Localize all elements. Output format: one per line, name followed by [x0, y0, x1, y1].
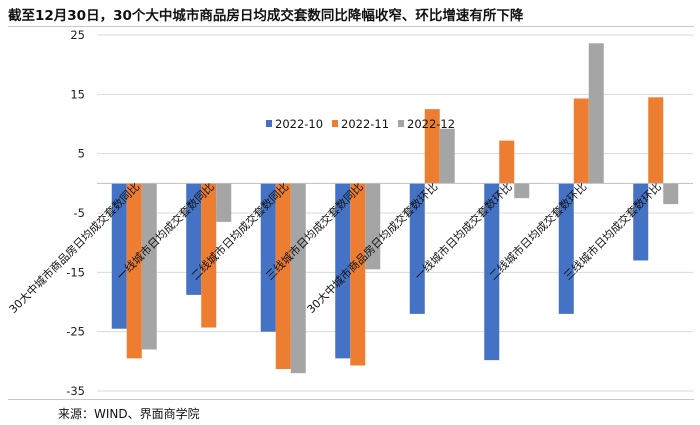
- legend-label: 2022-10: [275, 117, 323, 131]
- source-note: 来源：WIND、界面商学院: [58, 407, 200, 421]
- bar-2022-10-7: [633, 183, 649, 261]
- legend-swatch: [398, 120, 404, 127]
- bar-2022-12-6: [588, 43, 604, 184]
- bar-2022-11-3: [350, 183, 366, 366]
- title-divider: [8, 26, 694, 27]
- bar-2022-10-1: [186, 183, 202, 295]
- y-tick-label: -5: [74, 206, 85, 220]
- y-tick-label: 15: [70, 87, 85, 101]
- legend-label: 2022-11: [341, 117, 389, 131]
- legend-swatch: [266, 120, 272, 127]
- y-tick-label: 25: [70, 28, 85, 42]
- bar-2022-11-6: [573, 98, 589, 184]
- y-tick-label: -35: [66, 384, 85, 398]
- source-divider: [8, 399, 694, 400]
- bar-2022-12-2: [290, 183, 306, 374]
- bar-2022-11-5: [499, 140, 515, 184]
- bar-2022-11-2: [275, 183, 291, 370]
- bar-2022-10-0: [111, 183, 127, 329]
- bar-2022-11-4: [424, 109, 440, 184]
- bar-2022-12-1: [216, 183, 232, 222]
- y-tick-label: -15: [66, 265, 85, 279]
- bar-2022-12-0: [141, 183, 157, 350]
- bar-2022-12-5: [514, 183, 530, 199]
- bar-2022-11-7: [648, 97, 664, 184]
- legend-label: 2022-12: [407, 117, 455, 131]
- bar-2022-12-4: [439, 128, 455, 184]
- chart-title: 截至12月30日，30个大中城市商品房日均成交套数同比降幅收窄、环比增速有所下降: [8, 8, 524, 24]
- bar-2022-10-3: [335, 183, 351, 359]
- bar-2022-10-6: [558, 183, 574, 314]
- bar-2022-12-3: [365, 183, 381, 270]
- bar-2022-12-7: [663, 183, 679, 205]
- bar-2022-11-0: [126, 183, 142, 359]
- y-tick-label: 5: [78, 147, 85, 161]
- bar-2022-10-2: [260, 183, 276, 332]
- y-tick-label: -25: [66, 325, 85, 339]
- bar-2022-10-5: [484, 183, 500, 361]
- bar-2022-11-1: [201, 183, 217, 328]
- legend-swatch: [332, 120, 338, 127]
- bar-2022-10-4: [409, 183, 425, 314]
